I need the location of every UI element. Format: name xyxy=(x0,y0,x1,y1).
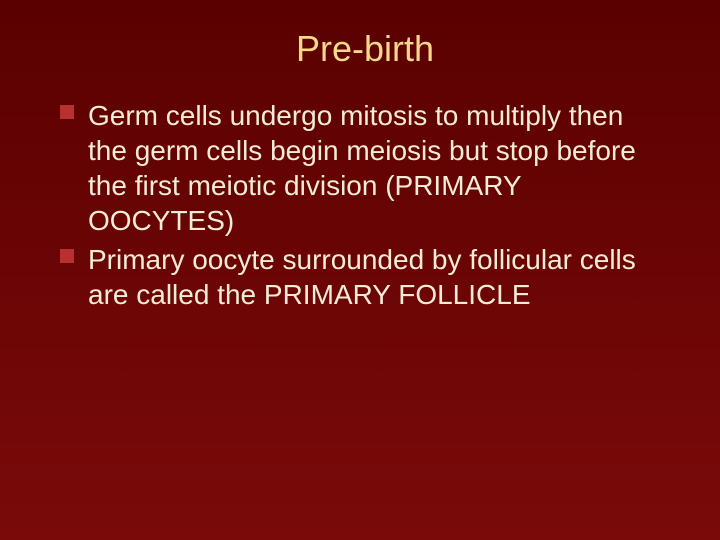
slide-container: Pre-birth Germ cells undergo mitosis to … xyxy=(0,0,720,540)
square-bullet-icon xyxy=(60,249,74,263)
list-item: Germ cells undergo mitosis to multiply t… xyxy=(60,98,670,238)
bullet-text: Primary oocyte surrounded by follicular … xyxy=(88,244,636,310)
slide-title: Pre-birth xyxy=(60,28,670,70)
bullet-text: Germ cells undergo mitosis to multiply t… xyxy=(88,100,636,236)
bullet-list: Germ cells undergo mitosis to multiply t… xyxy=(60,98,670,312)
square-bullet-icon xyxy=(60,105,74,119)
list-item: Primary oocyte surrounded by follicular … xyxy=(60,242,670,312)
